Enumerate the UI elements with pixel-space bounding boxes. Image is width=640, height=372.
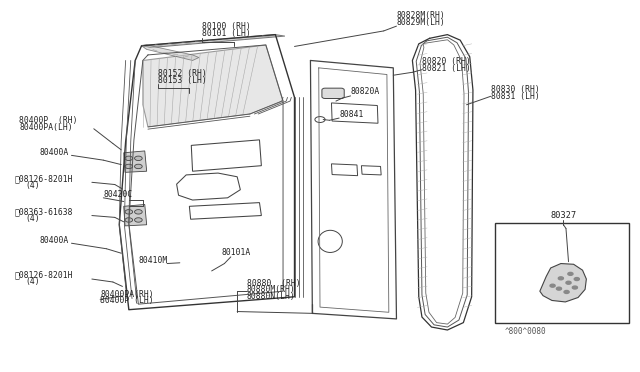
Text: 80400PA(LH): 80400PA(LH): [19, 123, 73, 132]
Circle shape: [550, 284, 555, 287]
Text: 80100 (RH): 80100 (RH): [202, 22, 251, 31]
Circle shape: [125, 156, 132, 161]
Circle shape: [568, 272, 573, 275]
Ellipse shape: [318, 230, 342, 253]
FancyBboxPatch shape: [495, 223, 629, 323]
Polygon shape: [141, 45, 199, 61]
Polygon shape: [141, 35, 285, 48]
Polygon shape: [191, 140, 261, 171]
Text: 80101 (LH): 80101 (LH): [202, 29, 251, 38]
Text: 80152 (RH): 80152 (RH): [157, 69, 206, 78]
Polygon shape: [124, 151, 147, 172]
Text: Ⓢ08363-61638: Ⓢ08363-61638: [14, 208, 72, 217]
Text: 80153 (LH): 80153 (LH): [157, 76, 206, 84]
Polygon shape: [540, 263, 586, 302]
Text: 80830 (RH): 80830 (RH): [491, 85, 540, 94]
Polygon shape: [332, 103, 378, 123]
Text: (4): (4): [26, 277, 40, 286]
Text: 80880N(LH): 80880N(LH): [246, 292, 296, 301]
Text: 80828M(RH): 80828M(RH): [396, 11, 445, 20]
Polygon shape: [362, 166, 381, 175]
Circle shape: [125, 210, 132, 214]
Text: Ⓢ08126-8201H: Ⓢ08126-8201H: [14, 270, 72, 280]
Circle shape: [125, 218, 132, 222]
Text: 80400P (LH): 80400P (LH): [100, 296, 154, 305]
Text: 80400PA(RH): 80400PA(RH): [100, 290, 154, 299]
Text: 80400A: 80400A: [40, 236, 69, 245]
Text: 80829M(LH): 80829M(LH): [396, 17, 445, 27]
Text: Ⓑ08126-8201H: Ⓑ08126-8201H: [14, 174, 72, 183]
Circle shape: [558, 277, 563, 280]
Polygon shape: [143, 45, 283, 127]
Polygon shape: [189, 203, 261, 219]
Circle shape: [315, 116, 325, 122]
Text: 80880  (RH): 80880 (RH): [246, 279, 300, 288]
Text: 80821 (LH): 80821 (LH): [422, 64, 470, 73]
Text: 80327: 80327: [550, 211, 577, 220]
Text: 80420C: 80420C: [103, 190, 132, 199]
Text: 80101A: 80101A: [221, 248, 250, 257]
Polygon shape: [177, 173, 241, 200]
FancyBboxPatch shape: [322, 88, 344, 99]
Circle shape: [574, 278, 579, 280]
Text: 80820 (RH): 80820 (RH): [422, 57, 470, 66]
Circle shape: [125, 164, 132, 169]
Polygon shape: [124, 205, 147, 226]
Text: (4): (4): [26, 214, 40, 223]
Circle shape: [564, 291, 569, 294]
Text: 80831 (LH): 80831 (LH): [491, 92, 540, 101]
Circle shape: [566, 281, 571, 284]
Circle shape: [134, 218, 142, 222]
Circle shape: [134, 156, 142, 161]
Text: 80400A: 80400A: [40, 148, 69, 157]
Text: 80820A: 80820A: [351, 87, 380, 96]
Text: 80410M: 80410M: [138, 256, 168, 265]
Circle shape: [556, 287, 561, 290]
Text: (4): (4): [26, 181, 40, 190]
Circle shape: [134, 164, 142, 169]
Text: 80400P  (RH): 80400P (RH): [19, 116, 77, 125]
Text: 80880M(RH): 80880M(RH): [246, 285, 296, 294]
Polygon shape: [332, 164, 358, 176]
Text: ^800^0080: ^800^0080: [505, 327, 547, 336]
Circle shape: [572, 286, 577, 289]
Text: 80841: 80841: [339, 110, 364, 119]
Circle shape: [134, 210, 142, 214]
